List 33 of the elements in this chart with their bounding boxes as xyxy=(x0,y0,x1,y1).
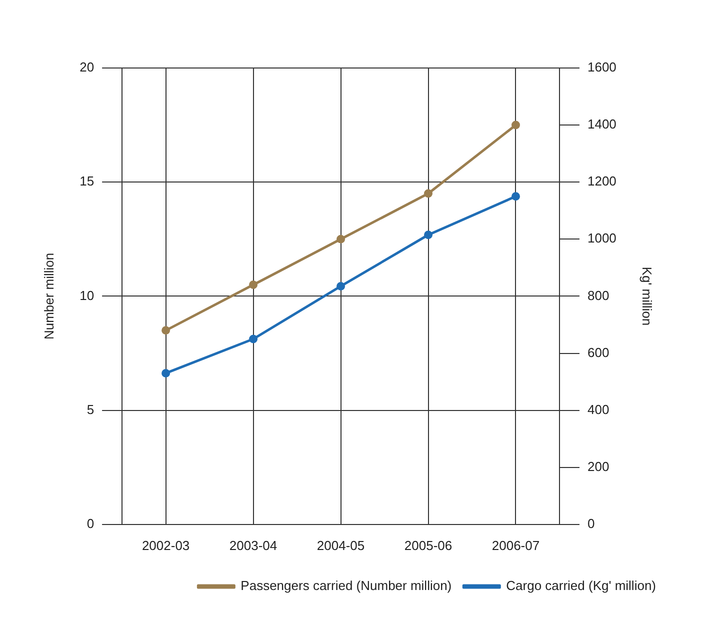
point xyxy=(249,280,258,290)
y2-tick-label: 1600 xyxy=(587,60,616,75)
x-tick-label: 2006-07 xyxy=(492,538,540,553)
point xyxy=(162,368,170,378)
point xyxy=(424,230,433,240)
y-tick-label: 10 xyxy=(80,288,94,303)
legend-label: Passengers carried (Number million) xyxy=(240,578,452,594)
x-tick-label: 2005-06 xyxy=(404,538,452,553)
point xyxy=(336,234,346,244)
y2-tick-label: 800 xyxy=(587,288,610,303)
point xyxy=(511,120,520,130)
y2-tick-label: 200 xyxy=(587,458,610,474)
y2-tick-label: 1400 xyxy=(587,116,616,132)
y2-tick-label: 600 xyxy=(587,344,610,360)
point xyxy=(249,334,258,344)
y2-tick-label: 0 xyxy=(587,516,595,531)
legend-label: Cargo carried (Kg' million) xyxy=(506,578,656,594)
y-tick-label: 15 xyxy=(80,174,94,189)
x-tick-label: 2002-03 xyxy=(142,538,190,553)
y-tick-label: 5 xyxy=(86,402,94,417)
point xyxy=(162,326,170,335)
y-tick-label: 0 xyxy=(86,516,94,531)
y2-tick-label: 1200 xyxy=(587,174,616,189)
point xyxy=(511,192,520,201)
y2-tick-label: 1000 xyxy=(587,230,616,246)
x-tick-label: 2003-04 xyxy=(229,538,278,553)
point xyxy=(424,189,433,198)
y2-axis-title: Kg' million xyxy=(640,266,655,326)
x-tick-label: 2004-05 xyxy=(316,538,365,553)
y-tick-label: 20 xyxy=(80,60,94,75)
y2-tick-label: 400 xyxy=(587,402,610,417)
point xyxy=(336,282,346,290)
y-axis-title: Number million xyxy=(41,252,56,340)
